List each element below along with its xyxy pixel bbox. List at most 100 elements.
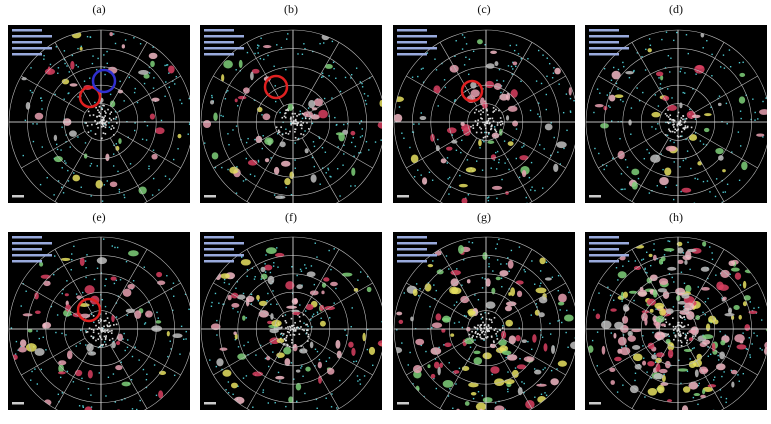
echo	[627, 335, 636, 342]
map-outline	[245, 317, 248, 319]
echo	[220, 273, 230, 279]
map-outline	[756, 335, 758, 337]
map-outline	[221, 368, 223, 371]
map-outline	[711, 75, 713, 77]
echo	[486, 63, 495, 69]
map-outline	[156, 311, 158, 314]
ground-clutter	[478, 110, 480, 113]
ground-clutter	[296, 124, 299, 127]
map-outline	[309, 319, 312, 321]
map-outline	[529, 109, 532, 112]
radar-display	[393, 236, 575, 410]
ground-clutter	[284, 112, 286, 115]
map-outline	[301, 365, 303, 367]
map-outline	[49, 63, 52, 66]
ground-clutter	[677, 328, 680, 331]
map-outline	[254, 276, 256, 278]
map-outline	[70, 205, 71, 206]
map-outline	[330, 268, 332, 271]
map-outline	[523, 142, 525, 145]
map-outline	[73, 245, 75, 248]
map-outline	[224, 98, 227, 100]
echo	[532, 334, 537, 343]
map-outline	[285, 405, 287, 408]
ground-clutter	[100, 338, 103, 341]
ground-clutter	[307, 335, 309, 338]
map-outline	[350, 185, 352, 187]
map-outline	[668, 273, 671, 275]
map-outline	[401, 342, 403, 344]
ground-clutter	[98, 346, 101, 348]
map-outline	[724, 334, 727, 336]
map-outline	[57, 393, 60, 396]
echo	[229, 166, 239, 174]
map-outline	[684, 333, 687, 335]
map-outline	[36, 123, 38, 125]
map-outline	[432, 260, 434, 262]
map-outline	[204, 142, 206, 144]
map-outline	[236, 166, 238, 168]
ground-clutter	[475, 108, 478, 111]
map-outline	[481, 287, 484, 289]
map-outline	[133, 37, 135, 39]
echo	[455, 408, 461, 410]
map-outline	[553, 67, 555, 69]
map-outline	[325, 397, 327, 399]
ground-clutter	[302, 133, 305, 136]
map-outline	[153, 77, 155, 79]
map-outline	[299, 113, 302, 115]
info-line	[589, 29, 619, 32]
map-outline	[267, 292, 269, 295]
echo	[507, 105, 518, 112]
map-outline	[272, 290, 274, 292]
map-outline	[539, 270, 542, 272]
echo	[377, 121, 382, 129]
ground-clutter	[292, 328, 295, 331]
ground-clutter	[308, 117, 311, 120]
radial-line	[406, 75, 471, 114]
echo	[243, 87, 250, 94]
ground-clutter	[287, 108, 289, 110]
map-outline	[754, 119, 756, 121]
ground-clutter	[479, 113, 482, 116]
echo	[702, 389, 706, 395]
ground-clutter	[99, 112, 102, 115]
ground-clutter	[673, 123, 675, 126]
map-outline	[264, 263, 266, 265]
map-outline	[465, 56, 467, 59]
map-outline	[356, 375, 359, 377]
map-outline	[273, 194, 276, 196]
radial-line	[54, 137, 93, 202]
map-outline	[228, 144, 230, 146]
radial-line	[246, 249, 285, 314]
map-outline	[130, 378, 133, 381]
ground-clutter	[680, 123, 683, 126]
map-outline	[607, 105, 610, 107]
map-outline	[557, 289, 559, 292]
corner-mark	[204, 402, 216, 405]
map-outline	[364, 99, 367, 102]
echo	[688, 329, 698, 334]
map-outline	[77, 136, 79, 138]
map-outline	[454, 55, 456, 57]
echo	[759, 109, 767, 115]
map-outline	[257, 300, 260, 302]
ground-clutter	[684, 337, 687, 340]
echo	[720, 340, 726, 346]
ground-clutter	[96, 122, 99, 125]
ground-clutter	[468, 333, 471, 336]
radial-line	[693, 282, 758, 321]
ground-clutter	[95, 106, 97, 109]
echo	[470, 89, 480, 98]
map-outline	[558, 83, 560, 85]
info-line	[397, 236, 427, 239]
map-outline	[413, 176, 416, 178]
map-outline	[596, 365, 598, 367]
map-outline	[446, 157, 449, 159]
map-outline	[105, 278, 107, 280]
map-outline	[112, 165, 115, 167]
radar-display	[200, 236, 382, 410]
echo	[473, 350, 481, 355]
map-outline	[247, 341, 249, 343]
info-line	[204, 41, 234, 44]
